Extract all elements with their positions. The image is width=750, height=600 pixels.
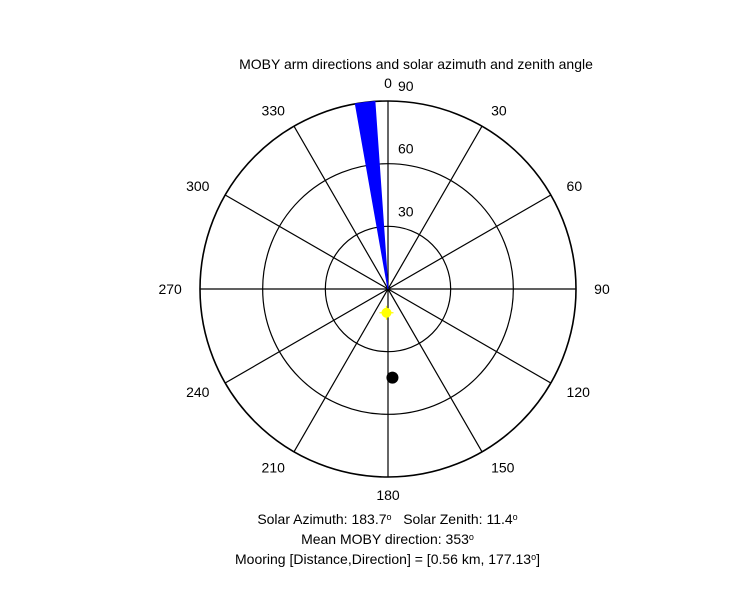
angle-tick-label: 330	[262, 102, 286, 118]
angle-tick-label: 60	[567, 178, 583, 194]
solar-azimuth-text: Solar Azimuth: 183.7	[257, 511, 387, 527]
mean-direction-line: Mean MOBY direction: 353o	[0, 528, 750, 548]
angle-tick-label: 240	[186, 384, 210, 400]
degree-mark: o	[512, 512, 518, 522]
angle-tick-label: 270	[158, 281, 182, 297]
mooring-close-bracket: ]	[536, 551, 540, 567]
angle-tick-label: 90	[594, 281, 610, 297]
mooring-line: Mooring [Distance,Direction] = [0.56 km,…	[0, 548, 750, 568]
angle-tick-label: 300	[186, 178, 210, 194]
angle-tick-label: 150	[491, 460, 515, 476]
arm-direction-wedge	[354, 100, 389, 290]
mooring-text: Mooring [Distance,Direction] = [0.56 km,…	[235, 551, 532, 567]
solar-zenith-text: Solar Zenith: 11.4	[403, 511, 513, 527]
degree-mark: o	[531, 552, 537, 562]
mooring-marker	[386, 371, 399, 384]
degree-mark: o	[468, 532, 474, 542]
angle-tick-label: 180	[376, 487, 400, 503]
angle-tick-label: 120	[567, 384, 591, 400]
angle-tick-label: 0	[384, 75, 392, 91]
radial-tick-label: 60	[398, 141, 414, 157]
radial-tick-label: 90	[398, 78, 414, 94]
solar-info-line: Solar Azimuth: 183.7o Solar Zenith: 11.4…	[0, 508, 750, 528]
chart-title: MOBY arm directions and solar azimuth an…	[239, 56, 593, 72]
mean-direction-text: Mean MOBY direction: 353	[301, 531, 469, 547]
radial-tick-label: 30	[398, 203, 414, 219]
degree-mark: o	[386, 512, 392, 522]
footer-info: Solar Azimuth: 183.7o Solar Zenith: 11.4…	[0, 508, 750, 568]
angle-tick-label: 30	[491, 102, 507, 118]
angle-tick-label: 210	[262, 460, 286, 476]
